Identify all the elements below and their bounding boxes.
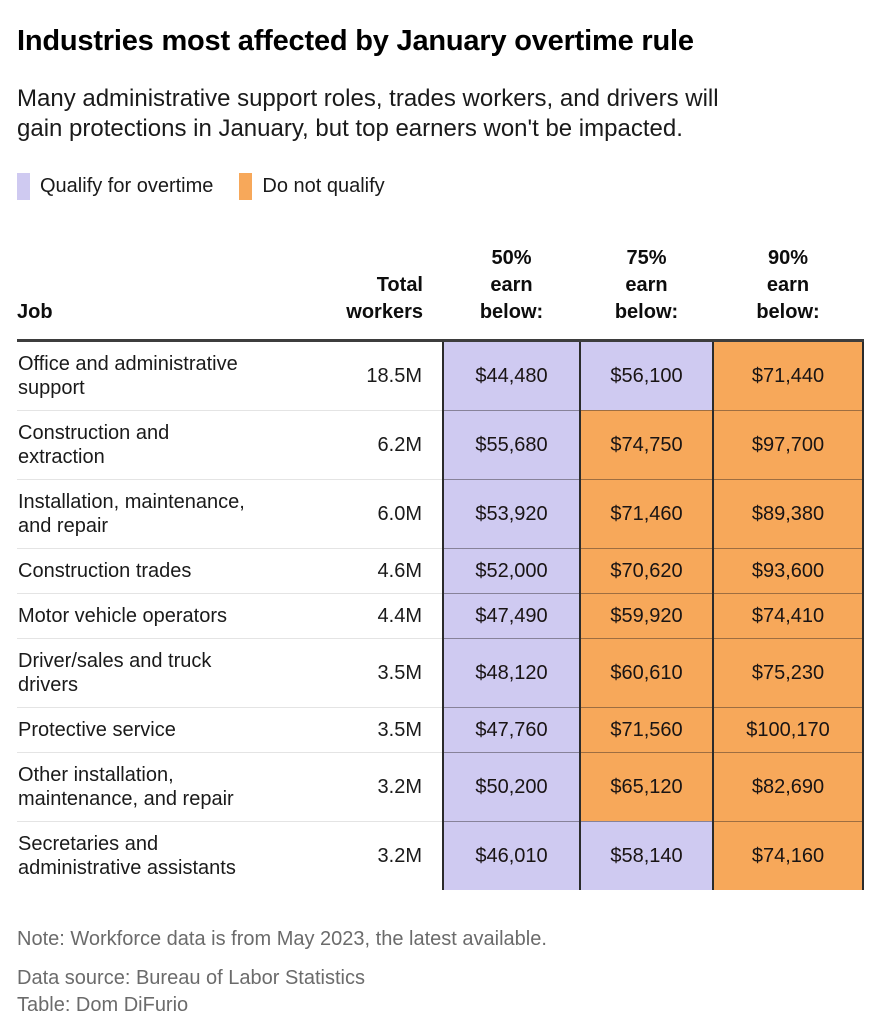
- earn-below-75-cell: $60,610: [579, 637, 713, 707]
- earn-below-50-cell: $53,920: [442, 478, 580, 548]
- total-workers-cell: 4.4M: [317, 592, 443, 638]
- page-title: Industries most affected by January over…: [17, 25, 694, 57]
- earn-below-90-cell: $75,230: [712, 637, 864, 707]
- table-row: Office and administrative support 18.5M …: [17, 340, 864, 410]
- earn-below-90-cell: $71,440: [712, 340, 864, 410]
- table-body: Office and administrative support 18.5M …: [17, 340, 864, 890]
- legend-label-not-qualify: Do not qualify: [262, 175, 385, 197]
- footer-data-source: Data source: Bureau of Labor Statistics: [17, 966, 365, 989]
- total-workers-cell: 3.5M: [317, 637, 443, 707]
- earn-below-75-cell: $71,560: [579, 706, 713, 752]
- job-cell: Other installation, maintenance, and rep…: [17, 751, 317, 821]
- total-workers-cell: 18.5M: [366, 364, 422, 387]
- earn-below-50-cell: $50,200: [442, 751, 580, 821]
- header-90-earn-below: 90% earn below:: [713, 228, 863, 342]
- total-workers-cell: 3.2M: [317, 820, 443, 890]
- total-workers-cell: 4.6M: [317, 547, 443, 593]
- header-50-earn-below: 50% earn below:: [443, 228, 580, 342]
- table-row: Other installation, maintenance, and rep…: [17, 751, 864, 821]
- legend-label-qualify: Qualify for overtime: [40, 175, 214, 197]
- earn-below-50-cell: $55,680: [442, 409, 580, 479]
- earn-below-50-cell: $52,000: [442, 547, 580, 593]
- table-row: Motor vehicle operators 4.4M $47,490 $59…: [17, 592, 864, 638]
- total-workers-cell: 3.5M: [317, 706, 443, 752]
- legend: Qualify for overtime Do not qualify: [17, 173, 863, 200]
- earn-below-50-cell: $47,490: [442, 592, 580, 638]
- header-job: Job: [17, 228, 317, 342]
- overtime-table: Job Total workers 50% earn below: 75% ea…: [17, 228, 864, 890]
- chart-footer: Note: Workforce data is from May 2023, t…: [17, 926, 863, 1019]
- earn-below-75-cell: $56,100: [579, 340, 713, 410]
- earn-below-50-cell: $47,760: [442, 706, 580, 752]
- earn-below-90-cell: $74,160: [712, 820, 864, 890]
- total-workers-cell: 6.2M: [317, 409, 443, 479]
- table-row: Protective service 3.5M $47,760 $71,560 …: [17, 706, 864, 752]
- legend-item-qualify: Qualify for overtime: [17, 173, 213, 200]
- header-total-workers: Total workers: [317, 228, 443, 342]
- job-cell: Office and administrative support: [18, 352, 238, 399]
- earn-below-75-cell: $70,620: [579, 547, 713, 593]
- chart-subtitle: Many administrative support roles, trade…: [17, 85, 719, 142]
- earn-below-90-cell: $74,410: [712, 592, 864, 638]
- earn-below-75-cell: $74,750: [579, 409, 713, 479]
- earn-below-75-cell: $71,460: [579, 478, 713, 548]
- footer-note: Note: Workforce data is from May 2023, t…: [17, 927, 547, 950]
- table-row: Construction and extraction 6.2M $55,680…: [17, 409, 864, 479]
- table-header: Job Total workers 50% earn below: 75% ea…: [17, 228, 863, 342]
- table-row: Driver/sales and truck drivers 3.5M $48,…: [17, 637, 864, 707]
- job-cell: Secretaries and administrative assistant…: [17, 820, 317, 890]
- earn-below-90-cell: $100,170: [712, 706, 864, 752]
- job-cell: Motor vehicle operators: [17, 592, 317, 638]
- earn-below-50-cell: $46,010: [442, 820, 580, 890]
- job-cell: Installation, maintenance, and repair: [17, 478, 317, 548]
- earn-below-50-cell: $48,120: [442, 637, 580, 707]
- earn-below-50-cell: $44,480: [442, 340, 580, 410]
- header-75-earn-below: 75% earn below:: [580, 228, 713, 342]
- job-cell: Construction and extraction: [17, 409, 317, 479]
- earn-below-90-cell: $93,600: [712, 547, 864, 593]
- earn-below-75-cell: $58,140: [579, 820, 713, 890]
- job-cell: Driver/sales and truck drivers: [17, 637, 317, 707]
- job-cell: Protective service: [17, 706, 317, 752]
- footer-table-credit: Table: Dom DiFurio: [17, 993, 189, 1016]
- not-qualify-swatch-icon: [239, 173, 253, 200]
- earn-below-75-cell: $65,120: [579, 751, 713, 821]
- total-workers-cell: 6.0M: [317, 478, 443, 548]
- earn-below-75-cell: $59,920: [579, 592, 713, 638]
- earn-below-90-cell: $82,690: [712, 751, 864, 821]
- earn-below-90-cell: $89,380: [712, 478, 864, 548]
- qualify-swatch-icon: [17, 173, 30, 200]
- table-row: Secretaries and administrative assistant…: [17, 820, 864, 890]
- legend-item-not-qualify: Do not qualify: [239, 173, 385, 200]
- earn-below-90-cell: $97,700: [712, 409, 864, 479]
- total-workers-cell: 3.2M: [317, 751, 443, 821]
- table-row: Construction trades 4.6M $52,000 $70,620…: [17, 547, 864, 593]
- table-row: Installation, maintenance, and repair 6.…: [17, 478, 864, 548]
- job-cell: Construction trades: [17, 547, 317, 593]
